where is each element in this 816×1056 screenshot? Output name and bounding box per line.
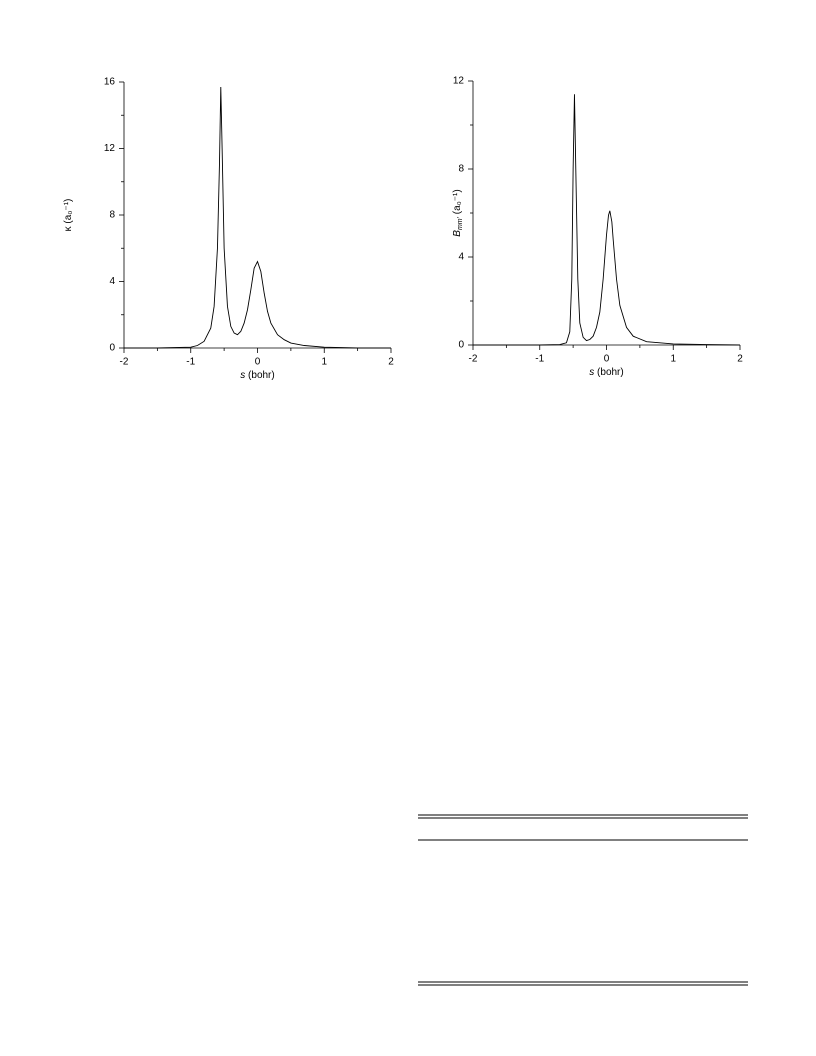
y-tick-label: 8 xyxy=(458,164,464,175)
y-label-symbol: κ xyxy=(63,225,74,231)
x-tick-label: 1 xyxy=(321,357,327,368)
y-tick-label: 0 xyxy=(458,340,464,351)
y-tick-label: 12 xyxy=(104,143,116,154)
x-tick-label: 0 xyxy=(255,357,261,368)
y-label-subscript: mm' xyxy=(457,216,464,230)
y-tick-label: 8 xyxy=(109,210,115,221)
y-tick-label: 4 xyxy=(458,252,464,263)
x-tick-label: 2 xyxy=(388,357,394,368)
x-tick-label: 2 xyxy=(737,354,743,365)
x-label-symbol: s xyxy=(240,370,245,381)
x-label-units: (bohr) xyxy=(248,370,275,381)
y-axis-label: κ (a₀⁻¹) xyxy=(63,199,74,232)
x-tick-label: -2 xyxy=(469,354,478,365)
x-label-units: (bohr) xyxy=(597,367,624,378)
x-tick-label: 1 xyxy=(670,354,676,365)
y-tick-label: 12 xyxy=(453,76,465,87)
data-line xyxy=(124,86,391,349)
y-label-symbol: B xyxy=(452,230,463,237)
x-axis-label: s (bohr) xyxy=(589,367,623,378)
x-tick-label: -1 xyxy=(186,357,195,368)
x-tick-label: -1 xyxy=(535,354,544,365)
y-tick-label: 0 xyxy=(109,343,115,354)
y-axis-label: Bmm' (a₀⁻¹) xyxy=(452,189,466,236)
y-tick-label: 4 xyxy=(109,276,115,287)
y-label-units: (a₀⁻¹) xyxy=(452,189,463,214)
y-label-units: (a₀⁻¹) xyxy=(63,199,74,224)
x-label-symbol: s xyxy=(589,367,594,378)
x-tick-label: 0 xyxy=(604,354,610,365)
x-axis-label: s (bohr) xyxy=(240,370,274,381)
y-tick-label: 16 xyxy=(104,77,116,88)
data-line xyxy=(473,94,741,346)
x-tick-label: -2 xyxy=(120,357,129,368)
table-rules xyxy=(418,814,748,986)
